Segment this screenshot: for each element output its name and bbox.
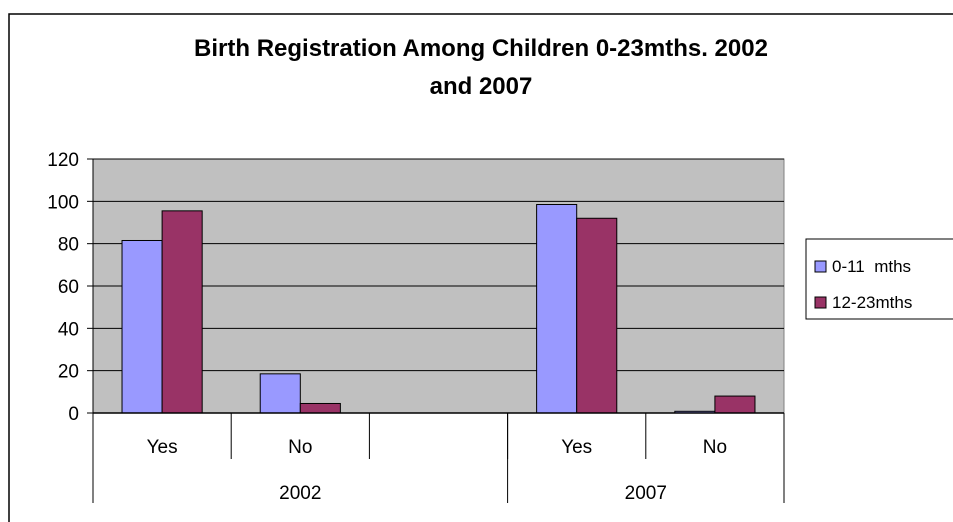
y-tick-label: 0 <box>68 404 79 425</box>
legend-swatch-0-11-mths <box>814 260 827 273</box>
y-tick-label: 80 <box>58 235 79 256</box>
y-tick-label: 120 <box>47 150 79 171</box>
y-tick-label: 60 <box>58 277 79 298</box>
chart-title-line-2: and 2007 <box>430 73 533 100</box>
x-category-label: Yes <box>147 437 178 458</box>
chart-frame <box>8 13 953 522</box>
legend: 0-11 mths 12-23mths <box>805 238 953 320</box>
bar-series-a <box>259 373 301 414</box>
gridlines <box>93 158 784 372</box>
legend-swatch-12-23mths <box>814 296 827 309</box>
y-tick-label: 100 <box>47 192 79 213</box>
bar-series-a <box>121 239 163 414</box>
x-category-label: Yes <box>561 437 592 458</box>
bar-series-b <box>299 402 341 414</box>
bar-series-a <box>536 204 578 414</box>
y-tick-label: 40 <box>58 319 79 340</box>
legend-label-12-23mths: 12-23mths <box>832 293 912 312</box>
x-category-label: No <box>703 437 727 458</box>
bar-series-b <box>714 395 756 414</box>
legend-label-0-11-mths: 0-11 mths <box>832 257 911 276</box>
bars <box>121 204 756 414</box>
bar-series-b <box>576 217 618 414</box>
y-tick-label: 20 <box>58 362 79 383</box>
x-group-label: 2007 <box>625 483 667 504</box>
chart-title-line-1: Birth Registration Among Children 0-23mt… <box>194 35 768 62</box>
legend-box <box>805 238 953 320</box>
x-category-label: No <box>288 437 312 458</box>
axes: 0 20 40 60 80 100 120 Yes No Yes No 2002 2007 <box>47 150 785 504</box>
x-group-label: 2002 <box>279 483 321 504</box>
bar-series-b <box>161 210 203 414</box>
